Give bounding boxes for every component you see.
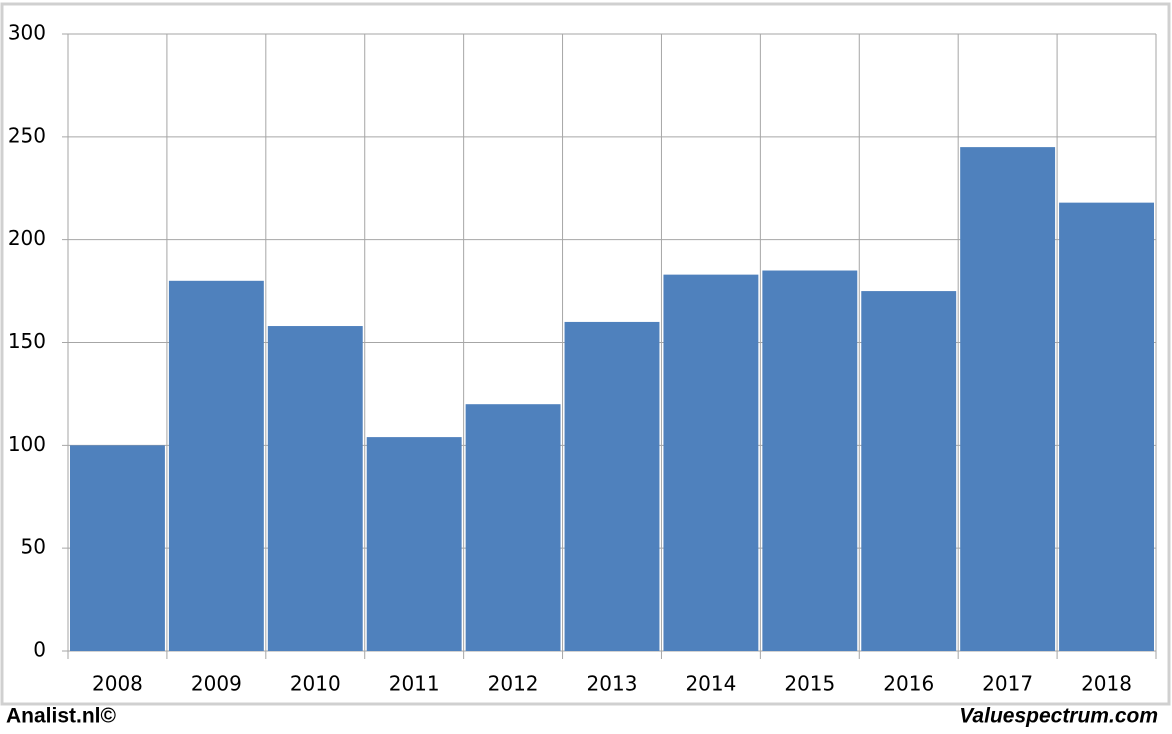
x-tick-label: 2018 [1081, 672, 1132, 696]
x-tick-label: 2013 [587, 672, 638, 696]
x-tick-label: 2015 [784, 672, 835, 696]
y-tick-label: 300 [8, 21, 46, 45]
y-tick-label: 50 [21, 535, 46, 559]
y-tick-label: 200 [8, 226, 46, 250]
bar [564, 321, 660, 651]
y-tick-label: 150 [8, 329, 46, 353]
x-tick-label: 2017 [982, 672, 1033, 696]
bar [465, 404, 561, 651]
footer-right: Valuespectrum.com [959, 705, 1158, 728]
bar [168, 280, 264, 651]
x-tick-label: 2010 [290, 672, 341, 696]
bar [861, 291, 957, 651]
bar [70, 445, 165, 651]
y-tick-label: 250 [8, 123, 46, 147]
x-tick-label: 2012 [488, 672, 539, 696]
bar [663, 274, 759, 651]
y-tick-label: 0 [33, 638, 46, 662]
y-tick-label: 100 [8, 432, 46, 456]
x-tick-label: 2014 [685, 672, 736, 696]
x-tick-label: 2008 [92, 672, 143, 696]
bar [762, 270, 858, 651]
bar [960, 147, 1056, 651]
x-tick-label: 2016 [883, 672, 934, 696]
bar [1059, 202, 1154, 651]
footer-left: Analist.nl© [6, 705, 117, 728]
bar [267, 326, 363, 651]
bar [366, 437, 462, 651]
x-tick-label: 2009 [191, 672, 242, 696]
x-tick-label: 2011 [389, 672, 440, 696]
